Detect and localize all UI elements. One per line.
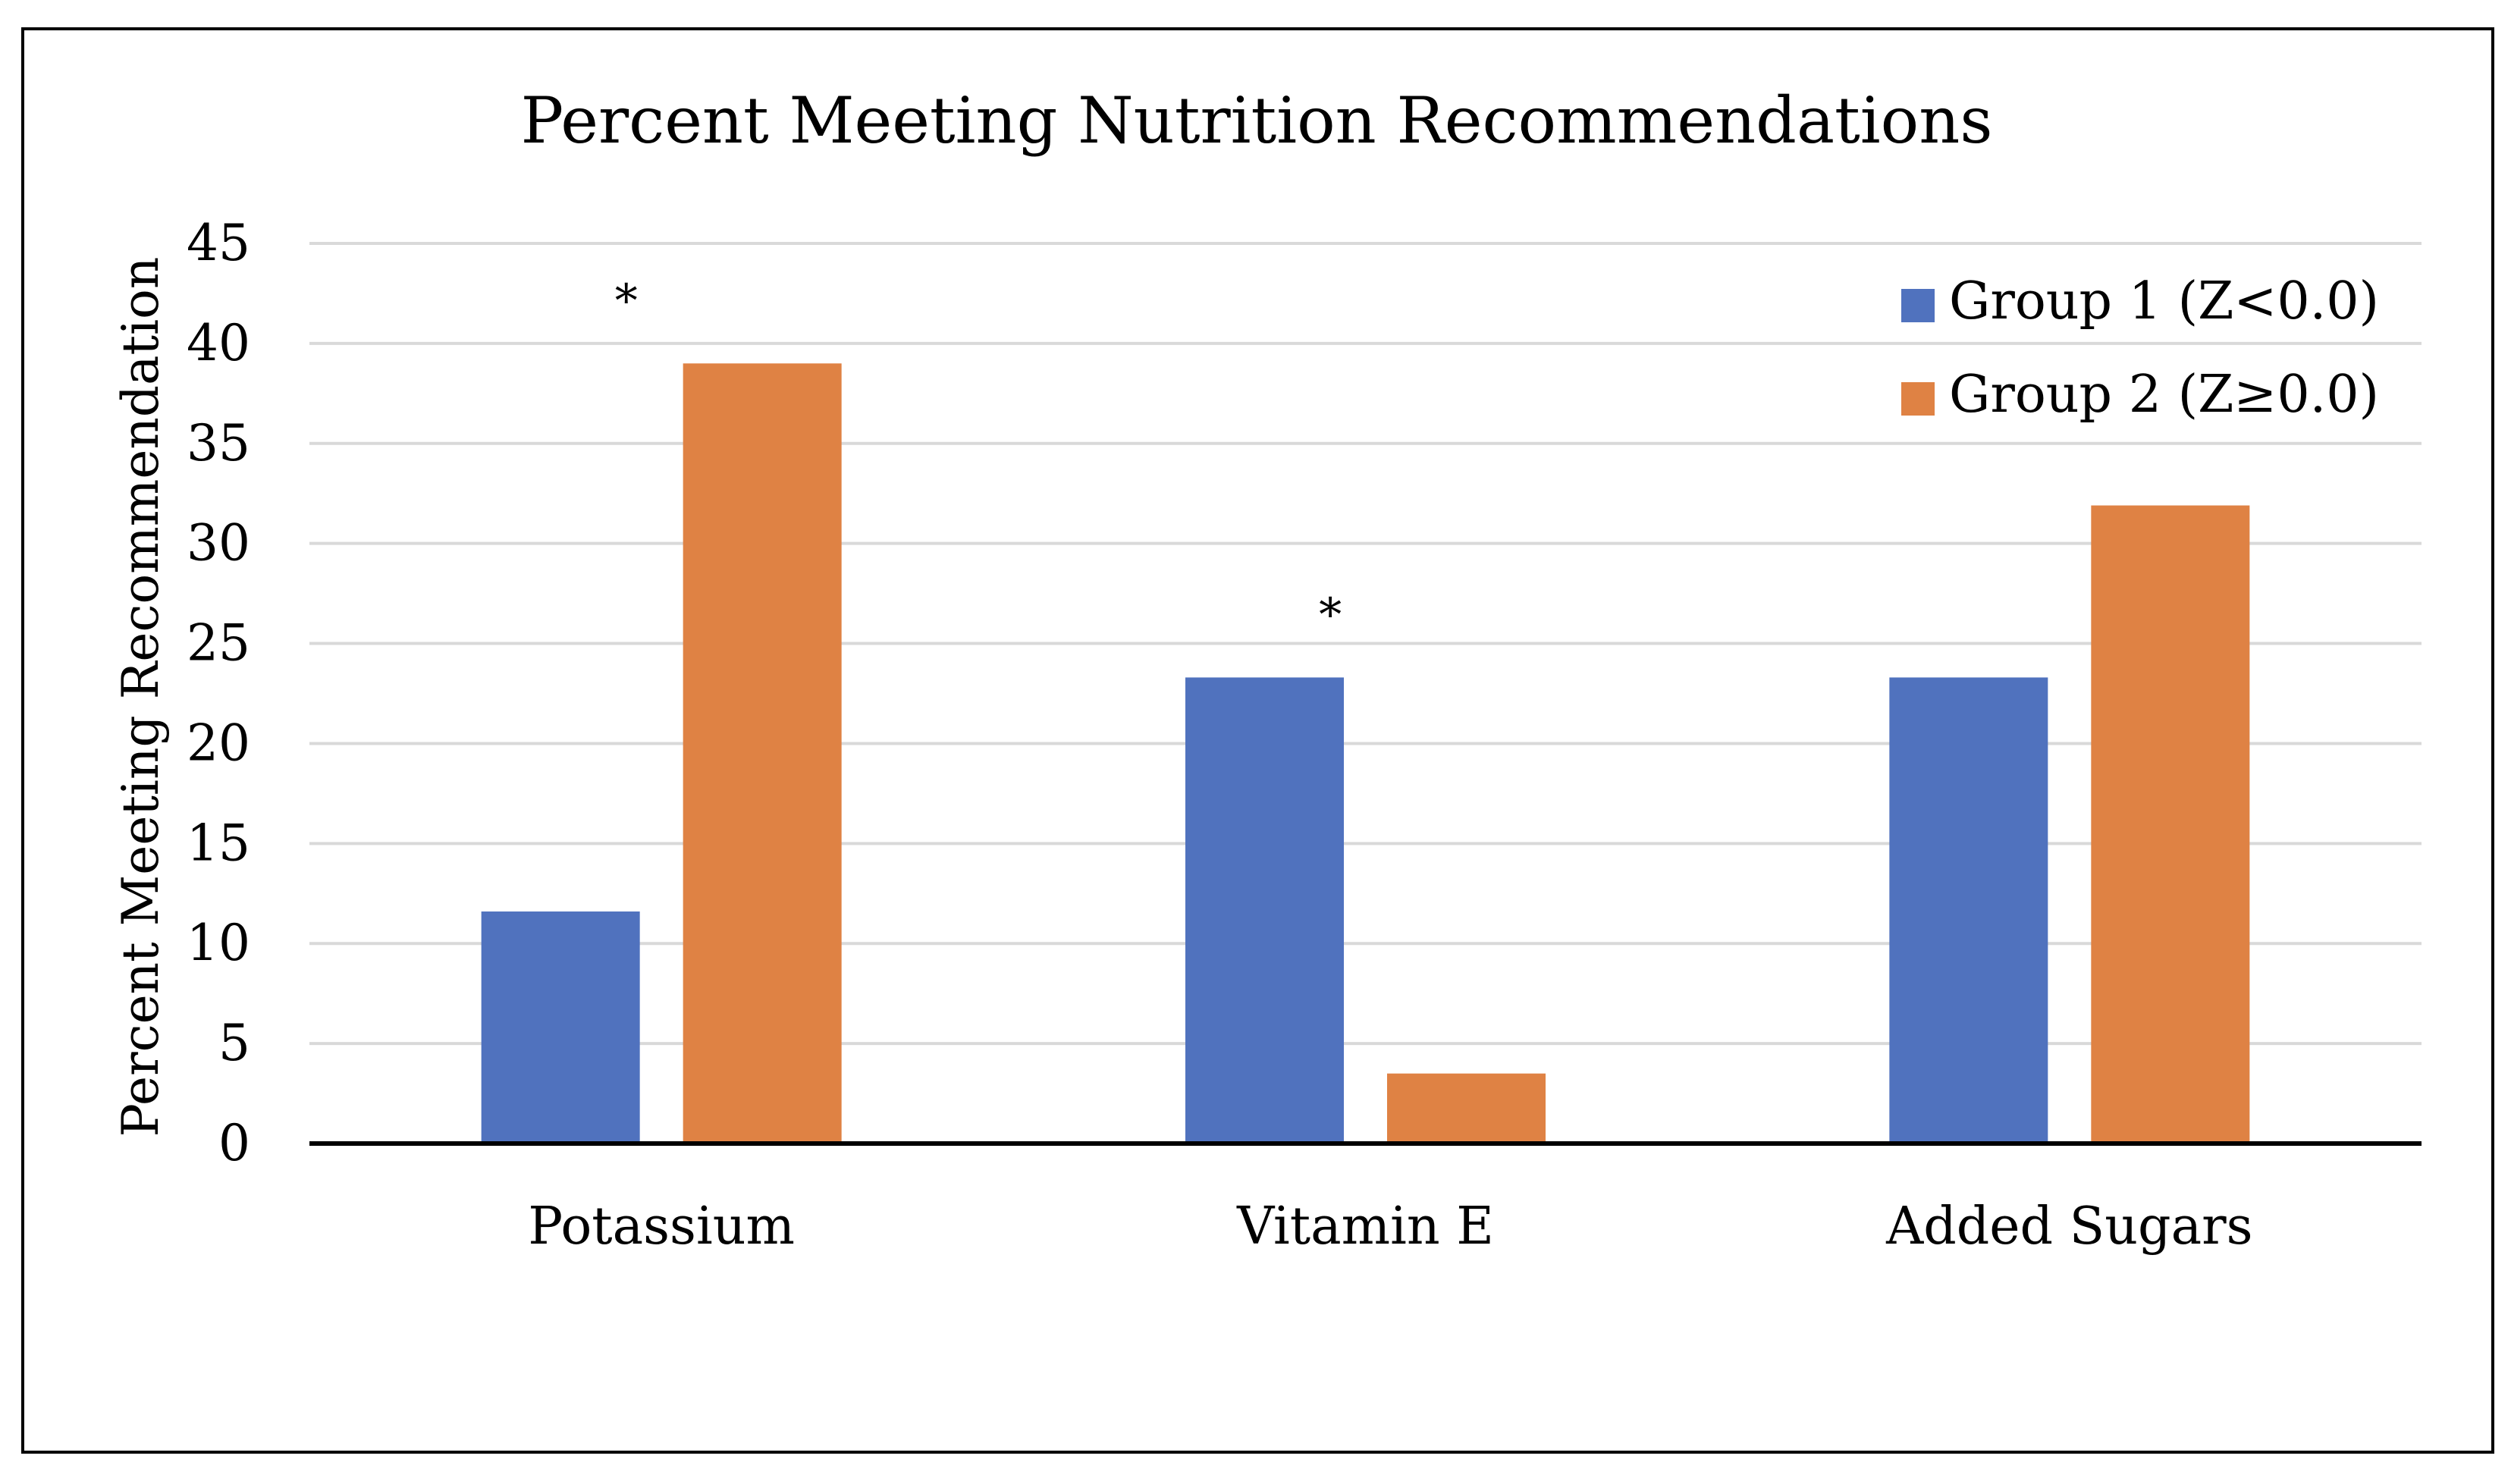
y-tick-label: 10 — [187, 914, 250, 972]
y-tick-label: 20 — [187, 714, 250, 772]
bar-added-sugars-group-2 — [2091, 505, 2250, 1144]
y-tick-label: 30 — [187, 514, 250, 573]
x-tick-label: Added Sugars — [1885, 1197, 2252, 1257]
y-tick-label: 40 — [187, 314, 250, 372]
bars — [481, 363, 2250, 1144]
legend-label-group-2: Group 2 (Z≥0.0) — [1949, 365, 2379, 425]
y-tick-label: 35 — [187, 414, 250, 472]
chart-title: Percent Meeting Nutrition Recommendation… — [521, 83, 1993, 158]
legend: Group 1 (Z<0.0) Group 2 (Z≥0.0) — [1901, 271, 2379, 425]
gridlines — [309, 242, 2422, 1046]
significance-annotations: ** — [615, 275, 1342, 642]
bar-vitamin-e-group-1 — [1185, 677, 1344, 1144]
y-axis-label: Percent Meeting Recommendation — [111, 257, 170, 1137]
x-tick-label: Potassium — [528, 1197, 795, 1257]
significance-asterisk: * — [1319, 588, 1342, 642]
bar-potassium-group-1 — [481, 911, 640, 1144]
bar-potassium-group-2 — [683, 363, 842, 1144]
legend-swatch-group-1 — [1901, 289, 1935, 322]
significance-asterisk: * — [615, 275, 638, 328]
y-tick-label: 0 — [218, 1114, 250, 1172]
y-tick-label: 15 — [187, 814, 250, 872]
legend-label-group-1: Group 1 (Z<0.0) — [1949, 271, 2379, 331]
y-tick-label: 25 — [187, 614, 250, 673]
y-tick-label: 5 — [218, 1014, 250, 1072]
y-tick-labels: 0 5 10 15 20 25 30 35 40 45 — [187, 214, 250, 1172]
x-tick-labels: Potassium Vitamin E Added Sugars — [528, 1197, 2252, 1257]
x-tick-label: Vitamin E — [1236, 1197, 1494, 1257]
bar-vitamin-e-group-2 — [1387, 1073, 1546, 1144]
y-tick-label: 45 — [187, 214, 250, 272]
bar-added-sugars-group-1 — [1889, 677, 2048, 1144]
legend-swatch-group-2 — [1901, 382, 1935, 416]
